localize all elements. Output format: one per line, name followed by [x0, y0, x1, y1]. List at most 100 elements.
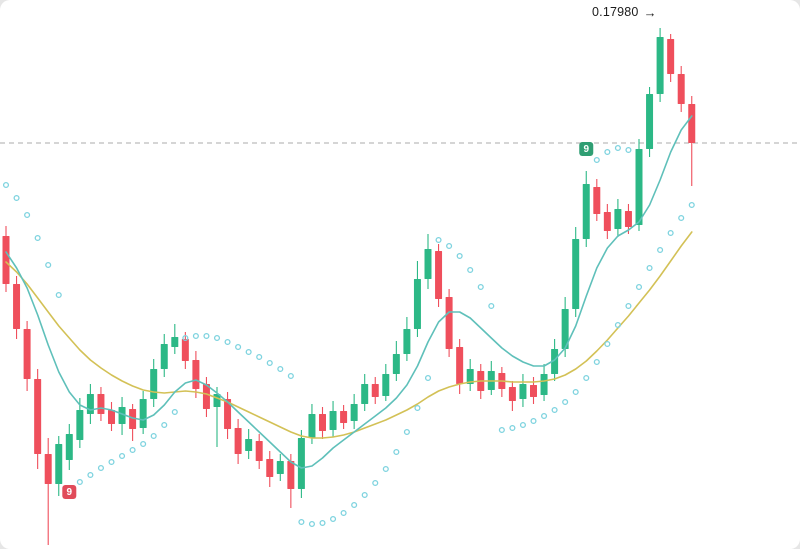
candle-down [677, 74, 685, 104]
psar-dot [108, 458, 115, 466]
candle-down [445, 297, 453, 349]
psar-dot [456, 252, 463, 260]
candle-down [688, 104, 696, 143]
candle-down [255, 441, 263, 461]
psar-dot [625, 302, 632, 310]
candle-down [593, 187, 601, 214]
arrow-right-icon: → [643, 4, 657, 20]
psar-dot [509, 424, 516, 432]
candle-up [392, 354, 400, 374]
candle-down [340, 411, 348, 423]
candle-up [55, 444, 63, 484]
candle-down [13, 284, 21, 329]
candle-down [435, 251, 443, 299]
candle-down [23, 329, 31, 379]
candle-down [530, 385, 537, 397]
psar-dot [393, 448, 400, 456]
psar-dot [171, 408, 178, 416]
candle-up [276, 461, 284, 474]
count-badge [62, 485, 77, 499]
psar-dot [361, 491, 368, 499]
candle-up [245, 439, 253, 451]
psar-dot [224, 338, 231, 346]
psar-dot [372, 479, 379, 487]
candle-up [308, 414, 316, 438]
psar-dot [635, 283, 643, 291]
psar-dot [583, 374, 590, 382]
psar-dot [298, 518, 305, 526]
psar-dot [403, 428, 410, 436]
candle-down [371, 384, 379, 397]
psar-dot [235, 343, 242, 351]
candle-down [508, 387, 516, 401]
psar-dot [467, 266, 474, 274]
fast-ma-line [5, 115, 693, 469]
psar-dot [562, 398, 569, 406]
candle-down [624, 211, 632, 227]
psar-dot [182, 334, 189, 342]
psar-dot [519, 421, 526, 429]
candle-down [266, 459, 274, 477]
psar-dot [551, 406, 558, 414]
psar-dot [604, 148, 611, 156]
psar-dot [277, 365, 284, 373]
candle-down [97, 394, 105, 414]
psar-dot [657, 246, 664, 254]
candle-up [118, 407, 126, 424]
candle-up [139, 399, 147, 428]
psar-dot [572, 388, 579, 396]
psar-dot [266, 359, 273, 367]
candle-down [287, 461, 295, 489]
psar-dot [245, 348, 252, 356]
psar-dot [287, 372, 294, 380]
candle-up [150, 369, 158, 399]
candle-up [572, 239, 580, 309]
candle-up [86, 394, 94, 414]
psar-dot [97, 464, 104, 472]
psar-dot [382, 465, 389, 473]
candle-down [224, 399, 232, 429]
price-high-value: 0.17980 [592, 5, 639, 19]
psar-dot [329, 515, 337, 523]
psar-dot [34, 234, 41, 242]
psar-dot [424, 374, 432, 382]
candle-down [129, 409, 137, 429]
candle-up [656, 37, 664, 94]
psar-dot [477, 283, 484, 291]
psar-dot [667, 229, 674, 237]
psar-dot [614, 144, 621, 152]
candle-up [582, 184, 590, 239]
psar-dot [119, 452, 126, 460]
psar-dot [129, 446, 136, 454]
psar-dot [530, 417, 537, 425]
psar-dot [414, 404, 421, 412]
count-badge-label: 9 [583, 144, 589, 155]
candle-down [319, 414, 326, 431]
candle-down [202, 384, 210, 409]
psar-dot [646, 264, 653, 272]
psar-dot [87, 471, 94, 479]
candle-up [614, 209, 622, 229]
candle-up [350, 404, 358, 421]
psar-dot [76, 478, 83, 486]
candle-up [76, 410, 84, 440]
psar-dot [435, 236, 442, 244]
psar-dot [256, 353, 263, 361]
psar-dot [498, 426, 505, 434]
candle-down [456, 347, 464, 384]
psar-dot [13, 194, 20, 202]
candle-up [361, 384, 369, 404]
candle-up [297, 438, 305, 489]
psar-dot [614, 321, 621, 329]
candle-up [635, 149, 643, 225]
count-badge [579, 142, 594, 156]
psar-dot [161, 421, 168, 429]
psar-dot [540, 412, 548, 420]
psar-dot [24, 211, 31, 219]
candle-up [329, 411, 337, 430]
psar-dot [45, 261, 52, 269]
candle-down [667, 39, 675, 74]
psar-dot [340, 509, 347, 517]
psar-dot [150, 432, 157, 440]
